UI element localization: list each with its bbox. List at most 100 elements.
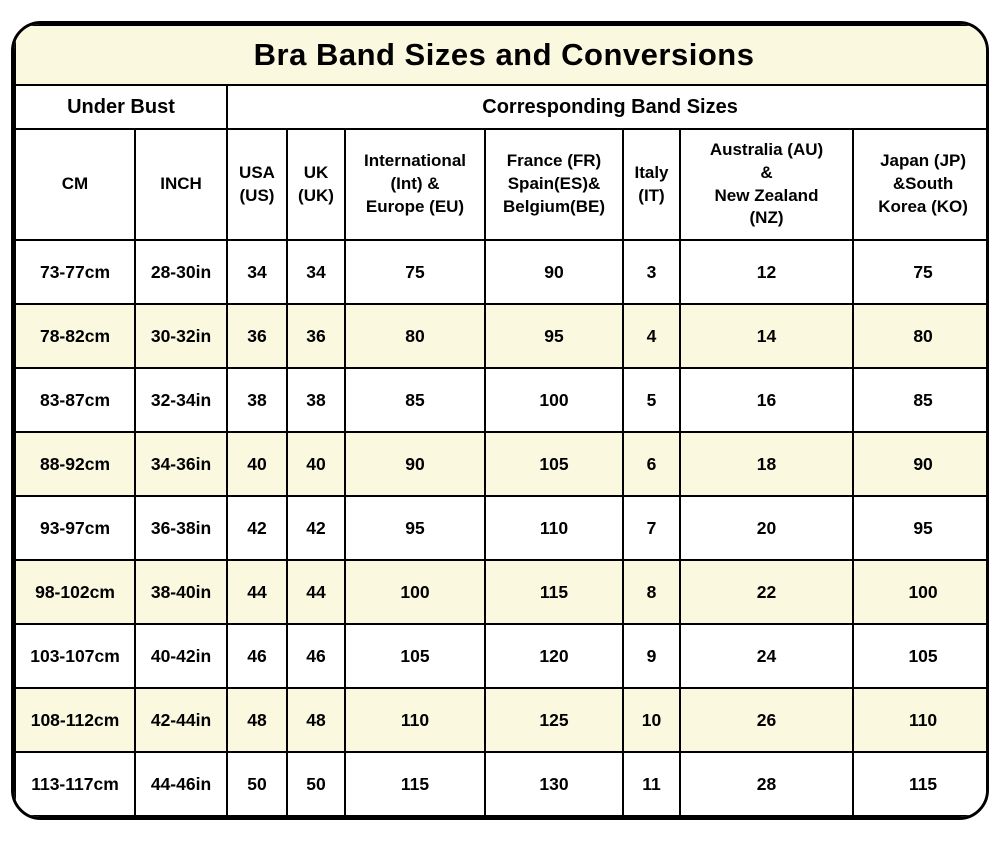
cell-uk: 50: [286, 751, 346, 817]
cell-international-europe: 95: [344, 495, 486, 561]
cell-inch: 38-40in: [134, 559, 228, 625]
cell-inch: 40-42in: [134, 623, 228, 689]
cell-japan-south-korea: 90: [851, 431, 986, 497]
table-row: 103-107cm 40-42in 46 46 105 120 9 24 105: [14, 623, 986, 689]
group-header-under-bust: Under Bust: [14, 84, 228, 130]
column-header-italy: Italy (IT): [622, 128, 681, 241]
cell-australia-new-zealand: 26: [679, 687, 854, 753]
cell-italy: 3: [622, 239, 681, 305]
cell-australia-new-zealand: 22: [679, 559, 854, 625]
cell-france-spain-belgium: 120: [484, 623, 624, 689]
cell-usa: 46: [226, 623, 288, 689]
cell-inch: 42-44in: [134, 687, 228, 753]
group-header-row: Under Bust Corresponding Band Sizes: [14, 84, 986, 130]
cell-italy: 6: [622, 431, 681, 497]
group-header-corresponding-band-sizes: Corresponding Band Sizes: [225, 84, 986, 130]
cell-italy: 9: [622, 623, 681, 689]
cell-usa: 44: [226, 559, 288, 625]
cell-international-europe: 90: [344, 431, 486, 497]
cell-italy: 7: [622, 495, 681, 561]
table-row: 73-77cm 28-30in 34 34 75 90 3 12 75: [14, 239, 986, 305]
cell-france-spain-belgium: 100: [484, 367, 624, 433]
cell-inch: 36-38in: [134, 495, 228, 561]
cell-australia-new-zealand: 20: [679, 495, 854, 561]
cell-australia-new-zealand: 16: [679, 367, 854, 433]
column-header-usa: USA (US): [226, 128, 288, 241]
cell-usa: 34: [226, 239, 288, 305]
cell-australia-new-zealand: 24: [679, 623, 854, 689]
cell-cm: 73-77cm: [14, 239, 136, 305]
cell-usa: 36: [226, 303, 288, 369]
cell-uk: 42: [286, 495, 346, 561]
cell-japan-south-korea: 95: [851, 495, 986, 561]
bra-size-conversion-table: Bra Band Sizes and Conversions Under Bus…: [11, 21, 989, 820]
cell-usa: 50: [226, 751, 288, 817]
cell-international-europe: 105: [344, 623, 486, 689]
cell-australia-new-zealand: 12: [679, 239, 854, 305]
cell-international-europe: 115: [344, 751, 486, 817]
cell-cm: 88-92cm: [14, 431, 136, 497]
table-row: 98-102cm 38-40in 44 44 100 115 8 22 100: [14, 559, 986, 625]
table-row: 93-97cm 36-38in 42 42 95 110 7 20 95: [14, 495, 986, 561]
cell-usa: 48: [226, 687, 288, 753]
cell-cm: 83-87cm: [14, 367, 136, 433]
cell-inch: 28-30in: [134, 239, 228, 305]
cell-uk: 36: [286, 303, 346, 369]
cell-international-europe: 75: [344, 239, 486, 305]
column-header-australia-new-zealand: Australia (AU) & New Zealand (NZ): [679, 128, 854, 241]
column-header-japan-south-korea: Japan (JP) &South Korea (KO): [851, 128, 986, 241]
table-title: Bra Band Sizes and Conversions: [14, 24, 986, 86]
cell-japan-south-korea: 80: [851, 303, 986, 369]
cell-international-europe: 80: [344, 303, 486, 369]
cell-italy: 10: [622, 687, 681, 753]
cell-usa: 38: [226, 367, 288, 433]
table-row: 83-87cm 32-34in 38 38 85 100 5 16 85: [14, 367, 986, 433]
cell-cm: 78-82cm: [14, 303, 136, 369]
cell-usa: 42: [226, 495, 288, 561]
cell-australia-new-zealand: 14: [679, 303, 854, 369]
cell-cm: 108-112cm: [14, 687, 136, 753]
cell-inch: 32-34in: [134, 367, 228, 433]
cell-italy: 4: [622, 303, 681, 369]
cell-france-spain-belgium: 110: [484, 495, 624, 561]
cell-inch: 34-36in: [134, 431, 228, 497]
table-body: 73-77cm 28-30in 34 34 75 90 3 12 75 78-82cm 30-32i…: [14, 239, 986, 817]
cell-italy: 11: [622, 751, 681, 817]
cell-japan-south-korea: 105: [851, 623, 986, 689]
column-header-row: CM INCH USA (US) UK (UK) International (Int)…: [14, 128, 986, 241]
cell-international-europe: 85: [344, 367, 486, 433]
cell-inch: 44-46in: [134, 751, 228, 817]
title-row: Bra Band Sizes and Conversions: [14, 24, 986, 86]
cell-france-spain-belgium: 130: [484, 751, 624, 817]
cell-cm: 113-117cm: [14, 751, 136, 817]
cell-france-spain-belgium: 95: [484, 303, 624, 369]
cell-international-europe: 100: [344, 559, 486, 625]
cell-japan-south-korea: 85: [851, 367, 986, 433]
column-header-uk: UK (UK): [286, 128, 346, 241]
cell-france-spain-belgium: 125: [484, 687, 624, 753]
column-header-international-europe: International (Int) & Europe (EU): [344, 128, 486, 241]
cell-cm: 98-102cm: [14, 559, 136, 625]
column-header-cm: CM: [14, 128, 136, 241]
cell-italy: 8: [622, 559, 681, 625]
cell-inch: 30-32in: [134, 303, 228, 369]
cell-uk: 44: [286, 559, 346, 625]
cell-japan-south-korea: 100: [851, 559, 986, 625]
cell-cm: 93-97cm: [14, 495, 136, 561]
cell-japan-south-korea: 115: [851, 751, 986, 817]
table-row: 78-82cm 30-32in 36 36 80 95 4 14 80: [14, 303, 986, 369]
table-row: 108-112cm 42-44in 48 48 110 125 10 26 110: [14, 687, 986, 753]
cell-usa: 40: [226, 431, 288, 497]
cell-australia-new-zealand: 18: [679, 431, 854, 497]
cell-france-spain-belgium: 105: [484, 431, 624, 497]
cell-uk: 38: [286, 367, 346, 433]
column-header-france-spain-belgium: France (FR) Spain(ES)& Belgium(BE): [484, 128, 624, 241]
cell-uk: 46: [286, 623, 346, 689]
cell-uk: 34: [286, 239, 346, 305]
table-row: 113-117cm 44-46in 50 50 115 130 11 28 115: [14, 751, 986, 817]
cell-france-spain-belgium: 115: [484, 559, 624, 625]
cell-japan-south-korea: 75: [851, 239, 986, 305]
cell-australia-new-zealand: 28: [679, 751, 854, 817]
cell-france-spain-belgium: 90: [484, 239, 624, 305]
